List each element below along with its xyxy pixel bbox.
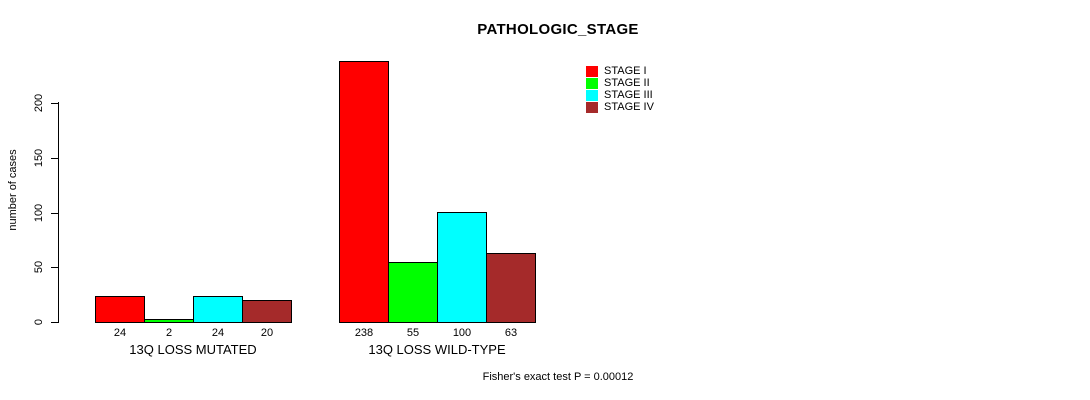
y-tick-label: 150	[33, 148, 45, 168]
y-tick-label: 200	[33, 93, 45, 113]
group-label: 13Q LOSS MUTATED	[129, 342, 257, 357]
bar-value-label: 100	[452, 327, 472, 339]
bar-stage-iv	[486, 253, 536, 323]
y-tick-mark	[51, 213, 58, 214]
y-axis-line	[58, 102, 59, 323]
y-tick-mark	[51, 267, 58, 268]
bar-stage-i	[339, 61, 389, 323]
bar-stage-ii	[144, 319, 194, 323]
group-label: 13Q LOSS WILD-TYPE	[368, 342, 506, 357]
chart-title: PATHOLOGIC_STAGE	[477, 21, 639, 38]
legend-swatch-icon	[586, 65, 598, 77]
legend-item: STAGE I	[586, 65, 654, 77]
bar-value-label: 24	[113, 327, 127, 339]
bar-value-label: 24	[211, 327, 225, 339]
y-tick-label: 100	[33, 203, 45, 223]
fisher-test-footnote: Fisher's exact test P = 0.00012	[482, 371, 634, 383]
y-tick-mark	[51, 158, 58, 159]
bar-stage-iii	[193, 296, 243, 323]
legend-swatch-icon	[586, 101, 598, 113]
legend-swatch-icon	[586, 89, 598, 101]
legend-swatch-icon	[586, 77, 598, 89]
legend-label: STAGE III	[604, 89, 653, 101]
bar-value-label: 238	[354, 327, 374, 339]
legend: STAGE I STAGE II STAGE III STAGE IV	[586, 65, 654, 113]
legend-label: STAGE I	[604, 65, 647, 77]
bar-stage-iv	[242, 300, 292, 323]
legend-item: STAGE IV	[586, 101, 654, 113]
y-axis-label: number of cases	[7, 149, 19, 231]
bar-stage-ii	[388, 262, 438, 323]
legend-label: STAGE IV	[604, 101, 654, 113]
bar-stage-i	[95, 296, 145, 323]
y-tick-mark	[51, 103, 58, 104]
y-tick-label: 50	[33, 260, 45, 274]
bar-value-label: 63	[504, 327, 518, 339]
legend-label: STAGE II	[604, 77, 650, 89]
y-tick-label: 0	[33, 318, 45, 326]
y-tick-mark	[51, 322, 58, 323]
bar-value-label: 55	[406, 327, 420, 339]
bar-value-label: 2	[165, 327, 173, 339]
legend-item: STAGE II	[586, 77, 654, 89]
bar-value-label: 20	[260, 327, 274, 339]
bar-stage-iii	[437, 212, 487, 323]
legend-item: STAGE III	[586, 89, 654, 101]
